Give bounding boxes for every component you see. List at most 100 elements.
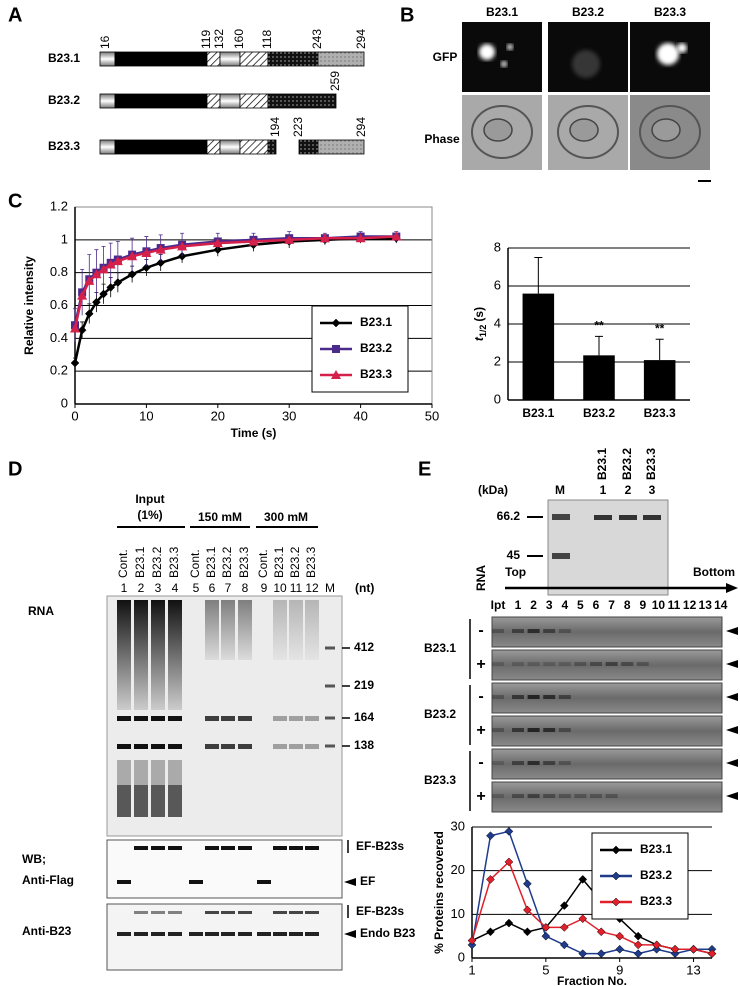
strip-band (543, 761, 556, 765)
band (238, 716, 252, 721)
marker (106, 283, 116, 292)
marker (523, 879, 532, 889)
strip-band (527, 629, 540, 633)
marker (98, 264, 109, 274)
lane-label: B23.1 (272, 546, 286, 578)
fraction-strip (491, 715, 723, 747)
blot-band (134, 932, 148, 936)
blot-band (289, 932, 303, 936)
residue-label: 118 (260, 30, 274, 49)
construct-name: B23.2 (48, 93, 80, 107)
y-tick-label: 1.2 (50, 198, 68, 213)
domain (239, 93, 269, 109)
y-tick-label: 0.6 (50, 297, 68, 312)
unit-label: (kDa) (478, 483, 508, 497)
x-tick-label: B23.2 (583, 406, 615, 420)
strip-band (492, 629, 504, 633)
marker (615, 931, 625, 941)
treatment: + (476, 722, 485, 739)
x-tick-label: 40 (353, 408, 367, 423)
marker (467, 936, 477, 945)
x-tick-label: B23.1 (522, 406, 554, 420)
domain (298, 139, 319, 155)
band (221, 716, 235, 721)
mw-label: 45 (507, 548, 521, 562)
section-label: RNA (474, 565, 488, 591)
panel-label: A (8, 4, 22, 26)
arrowhead (726, 792, 738, 800)
marker (596, 949, 606, 958)
marker-band (325, 684, 335, 688)
domain (99, 51, 116, 67)
smear (238, 600, 252, 660)
strip-band (492, 695, 504, 699)
smear (117, 785, 131, 817)
legend-label: B23.3 (640, 894, 672, 908)
strip-band (512, 629, 524, 633)
domain (317, 139, 365, 155)
blot-band (289, 911, 303, 914)
marker (84, 275, 95, 285)
legend-label: B23.1 (640, 842, 672, 856)
strip-band (512, 695, 524, 699)
band (238, 744, 252, 749)
arrowhead (726, 583, 738, 593)
bar (643, 360, 676, 400)
panel-label: B (400, 4, 414, 26)
smear (134, 600, 148, 710)
residue-label: 294 (354, 117, 368, 137)
blot-band (151, 846, 165, 850)
lane-number: M (555, 483, 565, 497)
blot-band (168, 932, 182, 936)
marker (559, 940, 569, 950)
band (151, 744, 165, 749)
lane-number: 5 (193, 581, 200, 595)
marker (486, 875, 495, 884)
column-label: B23.3 (654, 5, 686, 19)
gfp-signal (677, 43, 687, 53)
header: (1%) (137, 508, 162, 522)
nucleus (569, 118, 599, 142)
marker (155, 244, 166, 254)
domain (114, 51, 208, 67)
smear (168, 600, 182, 710)
fraction-label: 10 (652, 598, 666, 612)
strip-band (512, 662, 524, 666)
blot-label: Endo B23 (360, 926, 416, 940)
strip-band (492, 662, 504, 666)
strip-band (543, 728, 556, 732)
y-axis-label-sub: 1/2 (478, 325, 488, 338)
smear (221, 600, 235, 660)
strip-band (543, 794, 556, 798)
fraction-label: 6 (593, 598, 600, 612)
residue-label: 259 (328, 71, 342, 91)
marker (578, 875, 588, 884)
marker (633, 940, 643, 950)
marker (504, 918, 514, 928)
lane-label: B23.2 (288, 546, 302, 578)
strip-band (527, 728, 540, 732)
x-tick-label: 5 (542, 962, 549, 977)
marker (633, 931, 643, 941)
strip-band (605, 794, 618, 798)
fraction-strip (491, 748, 723, 780)
strip-band (636, 662, 649, 666)
gfp-image (462, 22, 542, 92)
marker (127, 251, 138, 261)
gfp-signal (572, 50, 600, 78)
significance: ** (655, 321, 665, 335)
legend-marker (611, 897, 621, 907)
blot-band (289, 846, 303, 850)
marker-band (325, 744, 335, 748)
marker (652, 944, 661, 954)
lane-number: 1 (121, 581, 128, 595)
fraction-label: 3 (546, 598, 553, 612)
band (305, 716, 319, 721)
strip-band (590, 662, 602, 666)
smear (117, 600, 131, 710)
band (117, 744, 131, 749)
marker-band (552, 514, 570, 520)
smear (168, 785, 182, 817)
lane-label: B23.2 (620, 448, 634, 480)
